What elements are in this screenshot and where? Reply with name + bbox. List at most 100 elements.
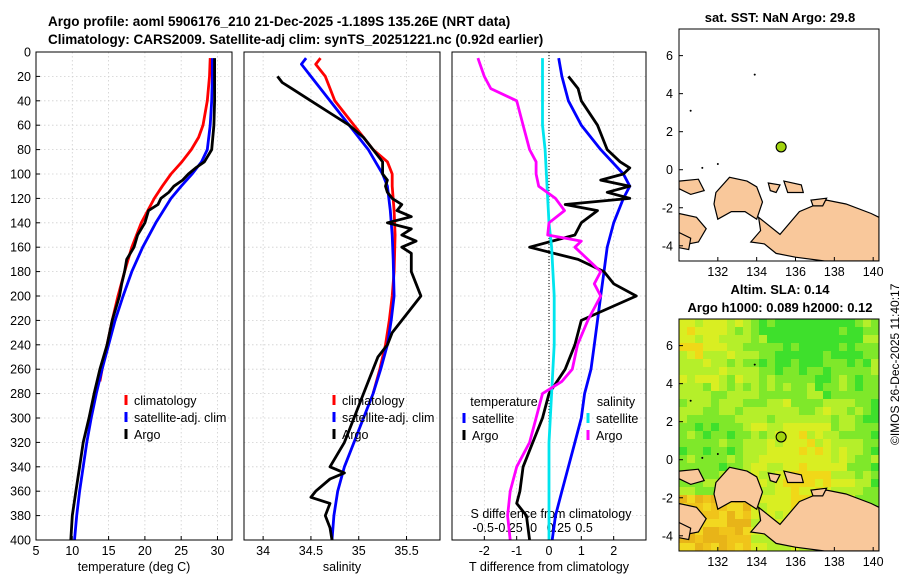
- sla-map-heatmap-cell: [687, 415, 696, 424]
- diff-xlabel: T difference from climatology: [469, 560, 630, 574]
- sla-map-heatmap-cell: [687, 375, 696, 384]
- sla-map-heatmap-cell: [775, 367, 784, 376]
- sla-map-heatmap-cell: [775, 375, 784, 384]
- sal-panel: 34 34.5 35 35.5 salinity climatology satellite…: [243, 51, 441, 574]
- sla-map-heatmap-cell: [743, 351, 752, 360]
- sla-map-heatmap-cell: [703, 359, 712, 368]
- sla-map-heatmap-cell: [767, 431, 776, 440]
- sla-map-heatmap-cell: [823, 415, 832, 424]
- sla-map-heatmap-cell: [855, 471, 864, 480]
- sla-map-heatmap-cell: [719, 375, 728, 384]
- sla-map-heatmap-cell: [767, 335, 776, 344]
- sla-map-heatmap-cell: [823, 335, 832, 344]
- sla-map-heatmap-cell: [719, 399, 728, 408]
- sst-map-land: [679, 178, 706, 196]
- depth-tick-label: 220: [10, 314, 31, 328]
- sla-map-heatmap-cell: [783, 479, 792, 488]
- sla-map-heatmap-cell: [743, 463, 752, 472]
- sla-map-heatmap-cell: [871, 335, 879, 344]
- sla-map-heatmap-cell: [791, 375, 800, 384]
- sla-map-heatmap-cell: [679, 439, 688, 448]
- sla-map-heatmap-cell: [767, 391, 776, 400]
- sla-map-heatmap-cell: [799, 383, 808, 392]
- depth-tick-label: 280: [10, 387, 31, 401]
- sla-map-heatmap-cell: [791, 439, 800, 448]
- sla-map-heatmap-cell: [791, 343, 800, 352]
- sst-map-islet: [701, 166, 704, 169]
- sla-map-ytick-label: -2: [662, 491, 673, 505]
- diff-xtick-label: 2: [610, 544, 617, 558]
- sla-map-heatmap-cell: [855, 319, 864, 328]
- sla-map-heatmap-cell: [679, 535, 688, 544]
- sla-map-heatmap-cell: [759, 479, 768, 488]
- sla-map-heatmap-cell: [695, 383, 704, 392]
- sla-map-heatmap-cell: [711, 439, 720, 448]
- sla-map-heatmap-cell: [791, 495, 800, 504]
- sla-map-heatmap-cell: [719, 439, 728, 448]
- diff-legend-label: Argo: [472, 429, 498, 443]
- sla-map-heatmap-cell: [695, 335, 704, 344]
- sla-map-heatmap-cell: [735, 359, 744, 368]
- sla-map-heatmap-cell: [767, 319, 776, 328]
- sla-map-title-line-2: Argo h1000: 0.089 h2000: 0.12: [687, 300, 873, 315]
- sla-map-heatmap-cell: [679, 351, 688, 360]
- sla-map-heatmap-cell: [831, 335, 840, 344]
- sla-map-heatmap-cell: [751, 455, 760, 464]
- sla-map-heatmap-cell: [703, 527, 712, 536]
- sst-map-land: [713, 176, 764, 221]
- sla-map-heatmap-cell: [703, 391, 712, 400]
- depth-tick-label: 400: [10, 534, 31, 548]
- sla-map-heatmap-cell: [823, 471, 832, 480]
- sla-map-content: [679, 319, 879, 551]
- sla-map-heatmap-cell: [791, 407, 800, 416]
- sla-map-heatmap-cell: [823, 431, 832, 440]
- sla-map-heatmap-cell: [823, 463, 832, 472]
- sla-map-frame: [678, 318, 880, 552]
- sst-map-xtick-label: 140: [863, 265, 884, 279]
- sla-map-heatmap-cell: [743, 383, 752, 392]
- sla-map-heatmap-cell: [679, 327, 688, 336]
- sla-map-heatmap-cell: [695, 535, 704, 544]
- sla-map-heatmap-cell: [687, 495, 696, 504]
- sla-map-heatmap-cell: [759, 407, 768, 416]
- sla-map-heatmap-cell: [735, 439, 744, 448]
- sla-map-heatmap-cell: [839, 455, 848, 464]
- sla-map-heatmap-cell: [687, 487, 696, 496]
- diff-xtick-label: -2: [479, 544, 490, 558]
- sla-map-heatmap-cell: [687, 391, 696, 400]
- sla-map-heatmap-cell: [799, 447, 808, 456]
- depth-tick-label: 40: [17, 94, 31, 108]
- sst-map-land: [782, 180, 805, 194]
- sla-map-heatmap-cell: [863, 471, 872, 480]
- sla-map-heatmap-cell: [863, 367, 872, 376]
- sla-map-land: [713, 466, 764, 511]
- sal-series-satellite-adj-clim: [299, 57, 396, 541]
- diff-series-salinity-argo: [476, 57, 603, 541]
- sla-map-heatmap-cell: [751, 407, 760, 416]
- sla-map-heatmap-cell: [711, 527, 720, 536]
- depth-tick-label: 0: [24, 46, 31, 60]
- sla-map-xtick-label: 134: [746, 555, 767, 569]
- sla-map-heatmap-cell: [863, 479, 872, 488]
- sla-map-heatmap-cell: [791, 319, 800, 328]
- temp-legend-label: Argo: [134, 428, 160, 442]
- sla-map-heatmap-cell: [759, 327, 768, 336]
- sla-map-heatmap-cell: [735, 511, 744, 520]
- diff-xtick-label: 0: [546, 544, 553, 558]
- sla-map-heatmap-cell: [807, 335, 816, 344]
- sla-map-heatmap-cell: [703, 423, 712, 432]
- sla-map-heatmap-cell: [807, 407, 816, 416]
- sla-map-heatmap-cell: [767, 415, 776, 424]
- sla-map-heatmap-cell: [735, 423, 744, 432]
- sla-map-heatmap-cell: [791, 391, 800, 400]
- sla-map-heatmap-cell: [679, 375, 688, 384]
- sst-map-islet: [716, 163, 719, 166]
- sla-map-heatmap-cell: [711, 455, 720, 464]
- sla-map-heatmap-cell: [831, 399, 840, 408]
- sla-map-heatmap-cell: [783, 359, 792, 368]
- sla-map-heatmap-cell: [759, 359, 768, 368]
- sla-map-heatmap-cell: [871, 383, 879, 392]
- sla-map-heatmap-cell: [775, 327, 784, 336]
- sla-map-heatmap-cell: [839, 415, 848, 424]
- sla-map-heatmap-cell: [807, 447, 816, 456]
